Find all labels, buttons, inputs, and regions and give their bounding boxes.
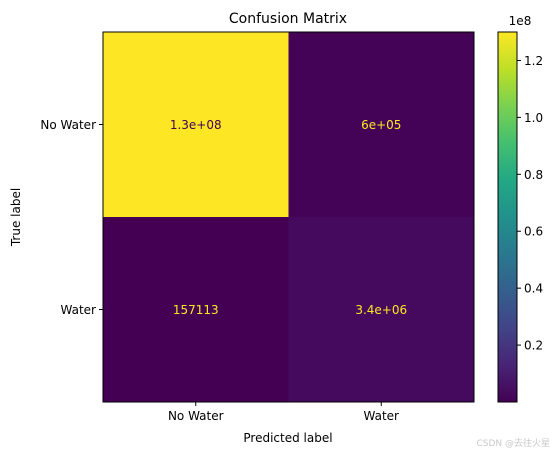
y-axis-label: True label bbox=[9, 188, 23, 247]
heatmap-cells: 1.3e+08 6e+05 157113 3.4e+06 bbox=[103, 32, 475, 403]
cell-value-label: 157113 bbox=[173, 303, 219, 317]
colorbar bbox=[497, 31, 518, 403]
y-tick-label: Water bbox=[61, 303, 97, 317]
heatmap-cell bbox=[288, 217, 475, 403]
watermark: CSDN @去往火星 bbox=[476, 439, 550, 449]
cell-value-label: 1.3e+08 bbox=[170, 118, 222, 132]
colorbar-ticks: 0.2 0.4 0.6 0.8 1.0 1.2 bbox=[517, 54, 543, 353]
colorbar-tick-label: 0.2 bbox=[524, 339, 543, 353]
colorbar-tick-label: 0.8 bbox=[524, 168, 543, 182]
cell-value-label: 6e+05 bbox=[361, 118, 401, 132]
heatmap-cell bbox=[103, 32, 289, 218]
x-axis-label: Predicted label bbox=[243, 431, 332, 445]
colorbar-tick-label: 0.6 bbox=[524, 225, 543, 239]
cell-value-label: 3.4e+06 bbox=[355, 303, 407, 317]
heatmap-cell bbox=[288, 32, 475, 218]
colorbar-tick-label: 1.2 bbox=[524, 54, 543, 68]
x-tick-labels: No Water Water bbox=[168, 402, 399, 423]
colorbar-tick-label: 0.4 bbox=[524, 282, 543, 296]
heatmap-cell bbox=[103, 217, 289, 403]
x-tick-label: Water bbox=[364, 409, 400, 423]
colorbar-tick-label: 1.0 bbox=[524, 111, 543, 125]
y-tick-labels: No Water Water bbox=[40, 118, 103, 317]
x-tick-label: No Water bbox=[168, 409, 224, 423]
y-tick-label: No Water bbox=[40, 118, 96, 132]
plot-frame bbox=[102, 31, 475, 403]
colorbar-multiplier: 1e8 bbox=[509, 14, 532, 28]
chart-title: Confusion Matrix bbox=[229, 11, 347, 27]
